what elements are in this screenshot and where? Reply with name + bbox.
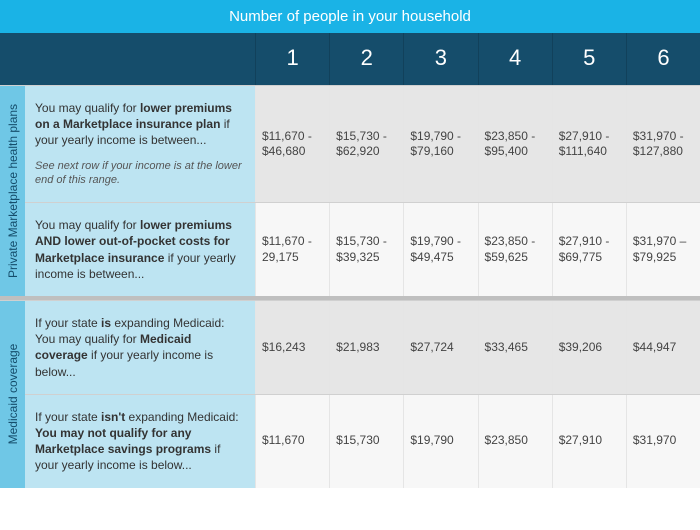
cell-value: $27,910 xyxy=(552,395,626,488)
header-spacer xyxy=(0,33,255,85)
cell-value: $31,970 xyxy=(626,395,700,488)
col-1: 1 xyxy=(255,33,329,85)
cell-value: $33,465 xyxy=(478,301,552,394)
col-3: 3 xyxy=(403,33,477,85)
cell-value: $27,724 xyxy=(403,301,477,394)
cell-value: $15,730 - $62,920 xyxy=(329,86,403,202)
cell-value: $19,790 - $49,475 xyxy=(403,203,477,296)
section-label-strip: Medicaid coverage xyxy=(0,300,25,488)
cell-value: $44,947 xyxy=(626,301,700,394)
section-label-strip: Private Marketplace health plans xyxy=(0,85,25,296)
cell-value: $11,670 - $46,680 xyxy=(255,86,329,202)
section-label: Medicaid coverage xyxy=(6,344,20,445)
section-private-marketplace: Private Marketplace health plans You may… xyxy=(0,85,700,296)
household-size-header: 1 2 3 4 5 6 xyxy=(0,33,700,85)
cell-value: $23,850 - $95,400 xyxy=(478,86,552,202)
table-row: If your state is expanding Medicaid: You… xyxy=(25,300,700,394)
row-note: See next row if your income is at the lo… xyxy=(35,159,245,189)
cell-value: $39,206 xyxy=(552,301,626,394)
cell-value: $15,730 xyxy=(329,395,403,488)
cell-value: $11,670 - 29,175 xyxy=(255,203,329,296)
table-title: Number of people in your household xyxy=(0,0,700,33)
col-4: 4 xyxy=(478,33,552,85)
row-description: You may qualify for lower premiums AND l… xyxy=(25,203,255,296)
row-description: If your state isn't expanding Medicaid: … xyxy=(25,395,255,488)
cell-value: $16,243 xyxy=(255,301,329,394)
table-row: If your state isn't expanding Medicaid: … xyxy=(25,394,700,488)
table-row: You may qualify for lower premiums on a … xyxy=(25,85,700,202)
col-6: 6 xyxy=(626,33,700,85)
cell-value: $23,850 xyxy=(478,395,552,488)
cell-value: $19,790 - $79,160 xyxy=(403,86,477,202)
cell-value: $11,670 xyxy=(255,395,329,488)
cell-value: $31,970 - $127,880 xyxy=(626,86,700,202)
cell-value: $19,790 xyxy=(403,395,477,488)
cell-value: $15,730 - $39,325 xyxy=(329,203,403,296)
section-medicaid: Medicaid coverage If your state is expan… xyxy=(0,300,700,488)
col-2: 2 xyxy=(329,33,403,85)
section-label: Private Marketplace health plans xyxy=(6,104,20,278)
cell-value: $23,850 - $59,625 xyxy=(478,203,552,296)
row-description: If your state is expanding Medicaid: You… xyxy=(25,301,255,394)
cell-value: $31,970 – $79,925 xyxy=(626,203,700,296)
cell-value: $21,983 xyxy=(329,301,403,394)
table-row: You may qualify for lower premiums AND l… xyxy=(25,202,700,296)
income-table: Number of people in your household 1 2 3… xyxy=(0,0,700,488)
row-description: You may qualify for lower premiums on a … xyxy=(25,86,255,202)
cell-value: $27,910 - $69,775 xyxy=(552,203,626,296)
cell-value: $27,910 - $111,640 xyxy=(552,86,626,202)
col-5: 5 xyxy=(552,33,626,85)
